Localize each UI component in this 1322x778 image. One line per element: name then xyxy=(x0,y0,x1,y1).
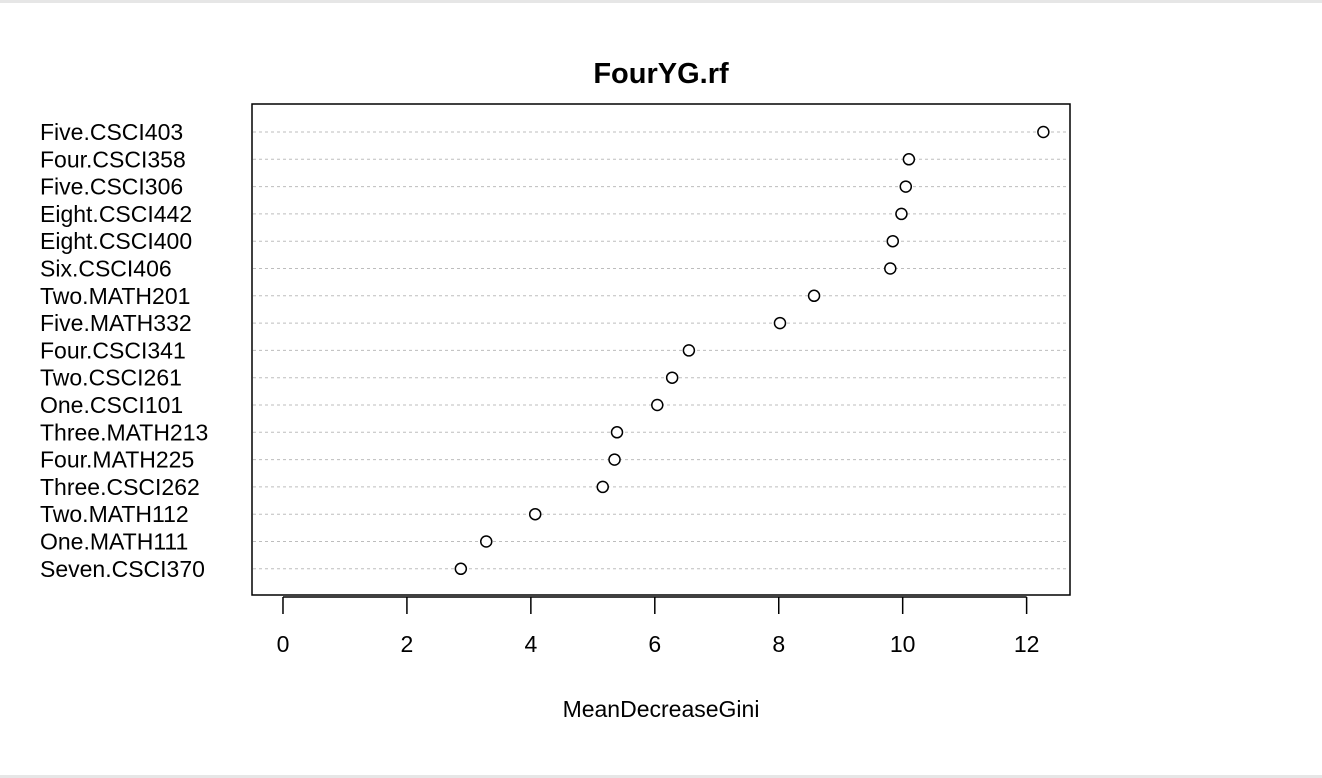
category-label: One.MATH111 xyxy=(40,529,188,555)
x-axis-label: MeanDecreaseGini xyxy=(563,696,760,722)
category-label: Six.CSCI406 xyxy=(40,256,172,282)
category-label: Four.MATH225 xyxy=(40,447,194,473)
data-point xyxy=(807,289,821,303)
category-label: Two.CSCI261 xyxy=(40,365,182,391)
data-point xyxy=(454,562,468,576)
data-point xyxy=(899,180,913,193)
data-point xyxy=(773,316,787,330)
category-labels: Five.CSCI403Four.CSCI358Five.CSCI306Eigh… xyxy=(40,119,208,582)
category-label: Two.MATH112 xyxy=(40,501,189,527)
grid-lines xyxy=(253,131,1069,570)
category-label: Two.MATH201 xyxy=(40,283,190,309)
data-point xyxy=(682,344,696,357)
category-label: Eight.CSCI400 xyxy=(40,228,192,254)
data-point xyxy=(1037,125,1050,139)
x-tick-label: 6 xyxy=(648,631,661,657)
category-label: Seven.CSCI370 xyxy=(40,556,205,582)
x-axis: 0 2 4 6 8 10 12 xyxy=(277,596,1040,657)
data-points xyxy=(454,125,1050,576)
data-point xyxy=(596,480,609,494)
data-point xyxy=(528,507,542,521)
data-point xyxy=(886,234,900,248)
x-tick-label: 8 xyxy=(772,631,785,657)
data-point xyxy=(665,371,679,384)
x-tick-label: 4 xyxy=(524,631,537,657)
x-tick-label: 10 xyxy=(890,631,916,657)
data-point xyxy=(651,398,664,412)
data-point xyxy=(610,426,624,439)
x-tick-label: 2 xyxy=(401,631,414,657)
data-point xyxy=(608,453,621,466)
plot-box xyxy=(251,103,1071,596)
category-label: Three.CSCI262 xyxy=(40,474,200,500)
x-tick-label: 12 xyxy=(1014,631,1040,657)
category-label: Four.CSCI358 xyxy=(40,146,186,172)
chart-title: FourYG.rf xyxy=(593,58,729,90)
category-label: Eight.CSCI442 xyxy=(40,201,192,227)
data-point xyxy=(479,535,493,548)
category-label: Three.MATH213 xyxy=(40,419,208,445)
x-tick-label: 0 xyxy=(277,631,290,657)
category-label: Four.CSCI341 xyxy=(40,337,186,363)
category-label: One.CSCI101 xyxy=(40,392,183,418)
data-point xyxy=(884,262,897,275)
category-label: Five.CSCI403 xyxy=(40,119,183,145)
data-point xyxy=(902,153,916,166)
category-label: Five.CSCI306 xyxy=(40,174,183,200)
category-label: Five.MATH332 xyxy=(40,310,192,336)
data-point xyxy=(895,207,908,221)
